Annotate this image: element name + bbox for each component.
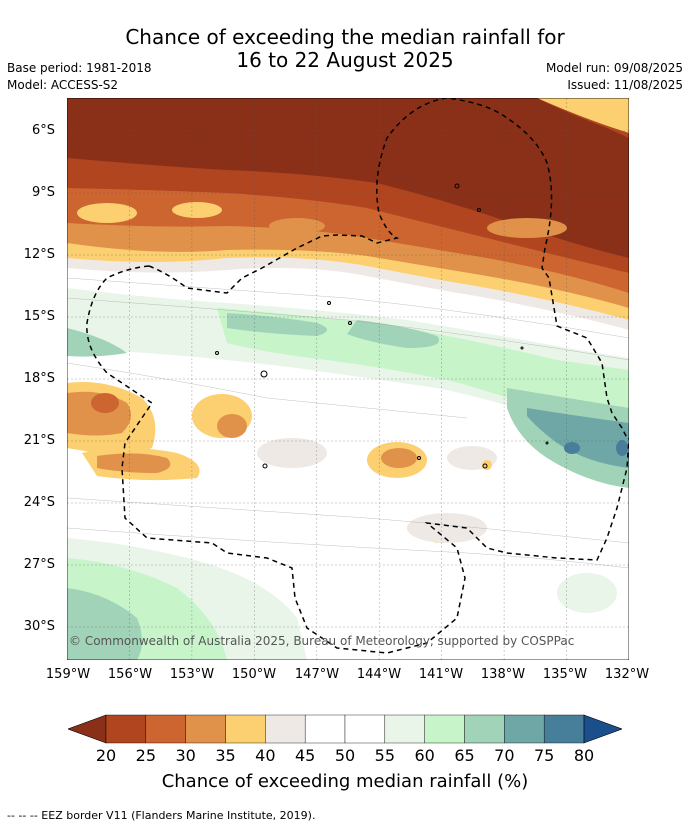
lon-label-132w: 132°W: [604, 667, 650, 682]
colorbar-tick-label: 45: [294, 746, 316, 765]
colorbar-tick-label: 60: [414, 746, 435, 765]
colorbar-tick-label: 55: [374, 746, 395, 765]
colorbar-tick-label: 35: [215, 746, 236, 765]
base-period: Base period: 1981-2018: [7, 61, 152, 75]
issued-date: Issued: 11/08/2025: [567, 78, 683, 92]
lon-label-147w: 147°W: [294, 667, 340, 682]
colorbar-bin: [424, 714, 465, 744]
colorbar-tick-label: 65: [454, 746, 475, 765]
colorbar: [68, 714, 622, 744]
colorbar-bin: [185, 714, 226, 744]
lat-label-6s: 6°S: [31, 123, 55, 138]
lon-label-156w: 156°W: [107, 667, 153, 682]
lat-label-15s: 15°S: [23, 309, 55, 324]
lat-label-30s: 30°S: [23, 619, 55, 634]
colorbar-bin: [344, 714, 386, 744]
lat-label-21s: 21°S: [23, 433, 55, 448]
lon-label-153w: 153°W: [169, 667, 215, 682]
colorbar-bin: [543, 714, 585, 744]
colorbar-bin: [265, 714, 306, 744]
colorbar-tick-label: 20: [95, 746, 117, 765]
lon-label-150w: 150°W: [231, 667, 277, 682]
lat-label-18s: 18°S: [23, 371, 55, 386]
map-title-line2: 16 to 22 August 2025: [236, 48, 454, 72]
lat-label-24s: 24°S: [23, 495, 55, 510]
colorbar-bin: [504, 714, 545, 744]
model-run-date: Model run: 09/08/2025: [545, 61, 683, 75]
colorbar-bin: [304, 714, 346, 744]
lat-label-27s: 27°S: [23, 557, 55, 572]
lon-label-159w: 159°W: [45, 667, 91, 682]
colorbar-extend-high: [583, 714, 622, 744]
lon-label-138w: 138°W: [480, 667, 526, 682]
colorbar-tick-label: 30: [175, 746, 196, 765]
lon-label-141w: 141°W: [418, 667, 464, 682]
lon-label-144w: 144°W: [356, 667, 402, 682]
colorbar-tick-label: 50: [334, 746, 356, 765]
lon-label-135w: 135°W: [542, 667, 588, 682]
copyright-notice: © Commonwealth of Australia 2025, Bureau…: [69, 634, 575, 648]
colorbar-tick-label: 25: [135, 746, 156, 765]
colorbar-bin: [384, 714, 425, 744]
eez-border-legend: -- -- -- EEZ border V11 (Flanders Marine…: [7, 809, 316, 822]
colorbar-title: Chance of exceeding median rainfall (%): [161, 771, 529, 792]
colorbar-tick-label: 70: [494, 746, 515, 765]
colorbar-bin: [225, 714, 266, 744]
model-name: Model: ACCESS-S2: [7, 78, 119, 92]
colorbar-tick-label: 80: [573, 746, 595, 765]
lat-label-9s: 9°S: [31, 185, 55, 200]
colorbar-bin: [464, 714, 505, 744]
colorbar-bin: [105, 714, 147, 744]
colorbar-tick-label: 75: [533, 746, 555, 765]
lat-label-12s: 12°S: [23, 247, 55, 262]
colorbar-extend-low: [68, 714, 107, 744]
rainfall-map: [67, 98, 629, 660]
colorbar-bin: [145, 714, 186, 744]
colorbar-tick-label: 40: [255, 746, 276, 765]
map-title-line1: Chance of exceeding the median rainfall …: [125, 25, 565, 49]
